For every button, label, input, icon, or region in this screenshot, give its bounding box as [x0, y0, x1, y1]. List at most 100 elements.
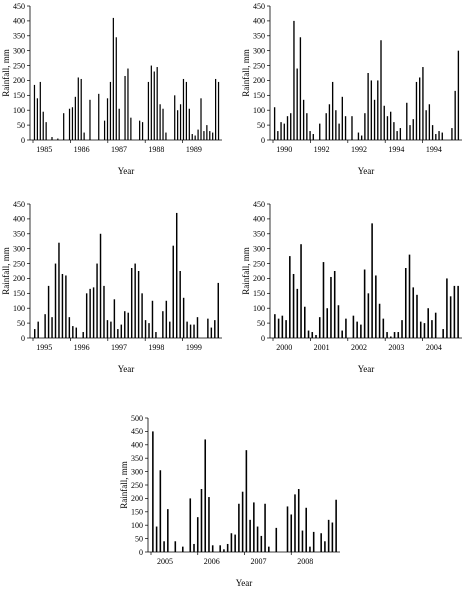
rainfall-bar — [117, 329, 119, 338]
x-axis-title: Year — [358, 166, 375, 176]
rainfall-bar — [141, 122, 144, 140]
rainfall-bar — [51, 317, 53, 338]
rainfall-bar — [290, 514, 293, 552]
rainfall-bar — [110, 321, 112, 338]
rainfall-bar — [320, 533, 322, 552]
x-tick-label: 1992 — [351, 145, 367, 154]
y-tick-label: 50 — [17, 319, 25, 328]
rainfall-bar — [386, 116, 389, 140]
rainfall-bar — [51, 137, 53, 140]
rainfall-bar — [196, 517, 199, 552]
rainfall-bar — [165, 132, 167, 140]
rainfall-bar — [451, 128, 453, 140]
y-tick-label: 0 — [139, 548, 143, 557]
y-tick-label: 450 — [13, 200, 25, 209]
y-tick-label: 250 — [13, 259, 25, 268]
rainfall-bar — [301, 530, 304, 552]
rainfall-bar — [423, 323, 426, 338]
rainfall-bar — [98, 93, 100, 140]
x-tick-label: 1990 — [276, 145, 292, 154]
rainfall-bar — [200, 98, 202, 140]
x-tick-label: 1992 — [314, 145, 330, 154]
rainfall-bar — [106, 320, 109, 338]
y-tick-label: 350 — [13, 32, 25, 41]
rainfall-bar — [148, 323, 150, 338]
y-tick-label: 350 — [131, 454, 143, 463]
rainfall-bar — [144, 320, 147, 338]
rainfall-bar — [286, 506, 289, 552]
rainfall-bar — [42, 111, 44, 140]
rainfall-bar — [238, 503, 240, 552]
rainfall-bar — [338, 123, 340, 140]
rainfall-bar — [293, 20, 295, 140]
rainfall-bar — [92, 287, 95, 338]
y-tick-label: 0 — [21, 136, 25, 145]
rainfall-bar — [174, 541, 177, 552]
rainfall-bar — [57, 138, 59, 140]
y-tick-label: 100 — [131, 521, 143, 530]
rainfall-bar — [179, 271, 181, 338]
y-tick-label: 100 — [253, 106, 265, 115]
rainfall-bar — [325, 113, 327, 140]
rainfall-bar — [260, 535, 263, 552]
rainfall-bar — [96, 263, 98, 338]
rainfall-bar — [300, 244, 302, 338]
rainfall-bar — [34, 329, 36, 338]
rainfall-bar — [318, 317, 321, 338]
x-tick-label: 1998 — [148, 343, 164, 352]
y-tick-label: 450 — [253, 2, 265, 11]
rainfall-bar — [406, 102, 408, 140]
rainfall-bar — [163, 541, 165, 552]
rainfall-bar — [277, 318, 280, 338]
rainfall-bar — [396, 131, 398, 140]
chart-panel-2005-2008: 0 50 100 150 200 250 300 350 400 450 500 2005 2006 20… — [118, 412, 348, 608]
y-tick-label: 200 — [13, 76, 25, 85]
rainfall-bar — [438, 131, 440, 140]
rainfall-bar — [186, 321, 188, 338]
rainfall-bar — [241, 491, 244, 552]
rainfall-bar — [327, 519, 330, 552]
y-tick-label: 0 — [261, 136, 265, 145]
rainfall-bar — [427, 308, 429, 338]
rainfall-bar — [77, 77, 79, 140]
y-tick-label: 400 — [13, 17, 25, 26]
rainfall-bar — [311, 332, 314, 338]
rainfall-bar — [393, 122, 395, 140]
rainfall-bar — [155, 332, 157, 338]
x-tick-label: 2006 — [204, 557, 220, 566]
rainfall-bar — [204, 439, 207, 552]
rainfall-bar — [175, 212, 178, 338]
rainfall-bar — [223, 549, 225, 552]
rainfall-bar — [147, 81, 150, 140]
rainfall-bar — [435, 134, 437, 140]
y-tick-label: 150 — [13, 91, 25, 100]
rainfall-bar — [63, 113, 65, 140]
rainfall-bar — [54, 263, 57, 338]
rainfall-bar — [277, 131, 279, 140]
rainfall-bar — [419, 321, 422, 338]
rainfall-bar — [155, 526, 158, 552]
rainfall-bar — [305, 507, 307, 552]
rainfall-bar — [380, 40, 382, 140]
rainfall-bar — [335, 110, 337, 140]
rainfall-bar — [299, 37, 302, 140]
rainfall-bar — [156, 67, 158, 140]
rainfall-bar — [431, 320, 433, 338]
rainfall-bar — [434, 312, 437, 338]
rainfall-bar — [214, 320, 216, 338]
rainfall-bar — [45, 122, 47, 140]
rainfall-bar — [159, 104, 161, 140]
rainfall-bar — [124, 311, 126, 338]
rainfall-bar — [153, 71, 155, 140]
x-tick-label: 2002 — [351, 343, 367, 352]
rainfall-bar — [103, 285, 105, 338]
rainfall-bar — [281, 315, 284, 338]
y-tick-label: 100 — [253, 304, 265, 313]
rainfall-bar — [207, 318, 209, 338]
y-axis-title: Rainfall, mm — [1, 247, 11, 295]
y-tick-label: 350 — [13, 230, 25, 239]
rainfall-bar — [217, 81, 220, 140]
rainfall-bar — [453, 285, 456, 338]
y-tick-label: 250 — [253, 259, 265, 268]
rainfall-bar — [373, 99, 376, 140]
